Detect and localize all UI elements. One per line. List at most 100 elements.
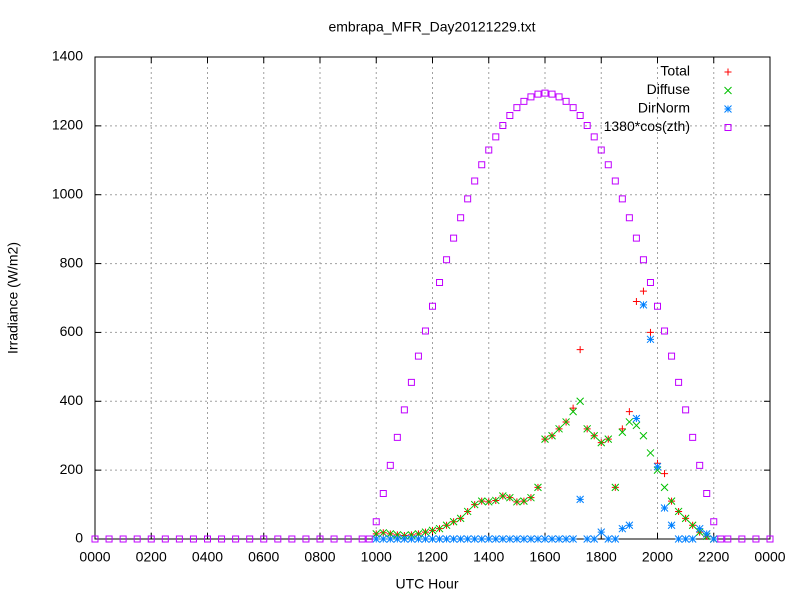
point [491,496,500,505]
legend-label: Total [660,63,690,79]
point [590,535,599,543]
legend-marker [724,105,732,113]
point [477,535,486,543]
point [632,234,640,242]
point [175,535,183,543]
point [457,214,465,222]
point [330,535,338,543]
point [590,133,598,141]
point [597,528,606,536]
point [527,535,535,543]
legend-label: Diffuse [647,81,691,97]
point [675,378,683,386]
point [429,302,436,310]
point [555,535,563,543]
x-tick-label: 1000 [361,549,392,565]
point [667,497,676,505]
point [702,529,711,538]
x-tick-label: 0000 [754,549,785,565]
point [449,517,458,526]
point [189,535,197,543]
point [576,112,584,120]
y-tick-label: 1000 [52,185,83,201]
point [491,535,500,543]
point [562,97,570,105]
point [583,535,592,543]
point [520,97,528,105]
legend-marker [724,68,732,76]
point [260,535,268,543]
point [443,256,451,264]
point [421,535,430,543]
point [513,497,521,506]
point [421,528,430,536]
point [470,535,479,543]
point [534,535,542,543]
x-tick-label: 1200 [417,549,448,565]
point [541,535,549,543]
point [478,161,486,169]
point [541,89,549,97]
point [513,535,521,543]
point [583,424,592,433]
point [548,90,556,98]
point [428,526,437,535]
point [668,352,676,360]
point [464,195,472,203]
point [232,535,240,543]
point [463,535,472,543]
point [288,535,296,543]
y-tick-label: 1400 [52,48,83,64]
point [681,514,690,523]
point [379,535,388,543]
point [358,535,366,543]
point [379,490,387,498]
point [661,327,669,335]
point [414,352,422,360]
legend-label: 1380*cos(zth) [604,118,690,134]
point [710,518,718,526]
point [632,414,641,423]
x-tick-label: 1800 [586,549,617,565]
y-tick-label: 0 [75,530,83,546]
point [654,302,661,310]
point [484,497,493,506]
y-tick-label: 400 [60,392,84,408]
point [618,425,626,433]
x-tick-label: 1400 [473,549,504,565]
point [302,535,310,543]
point [499,122,507,130]
y-axis-label: Irradiance (W/m2) [5,242,21,354]
point [625,408,633,416]
point [204,535,211,543]
point [569,404,577,412]
point [611,177,619,185]
point [513,104,521,112]
point [639,287,647,295]
point [505,493,514,502]
point [632,421,641,430]
point [246,535,254,543]
point [534,90,542,98]
point [555,424,563,433]
point [484,535,493,543]
point [766,535,774,543]
point [548,535,556,543]
point [485,146,493,154]
point [147,535,155,543]
point [625,418,634,426]
point [590,431,599,440]
point [91,535,99,543]
point [569,535,577,543]
point [505,535,514,543]
point [414,535,423,543]
point [611,535,620,543]
point [682,406,690,414]
point [520,497,528,505]
y-tick-label: 1200 [52,117,83,133]
point [661,470,669,478]
point [646,328,654,336]
point [695,524,704,533]
point [119,535,127,543]
point [681,535,690,543]
